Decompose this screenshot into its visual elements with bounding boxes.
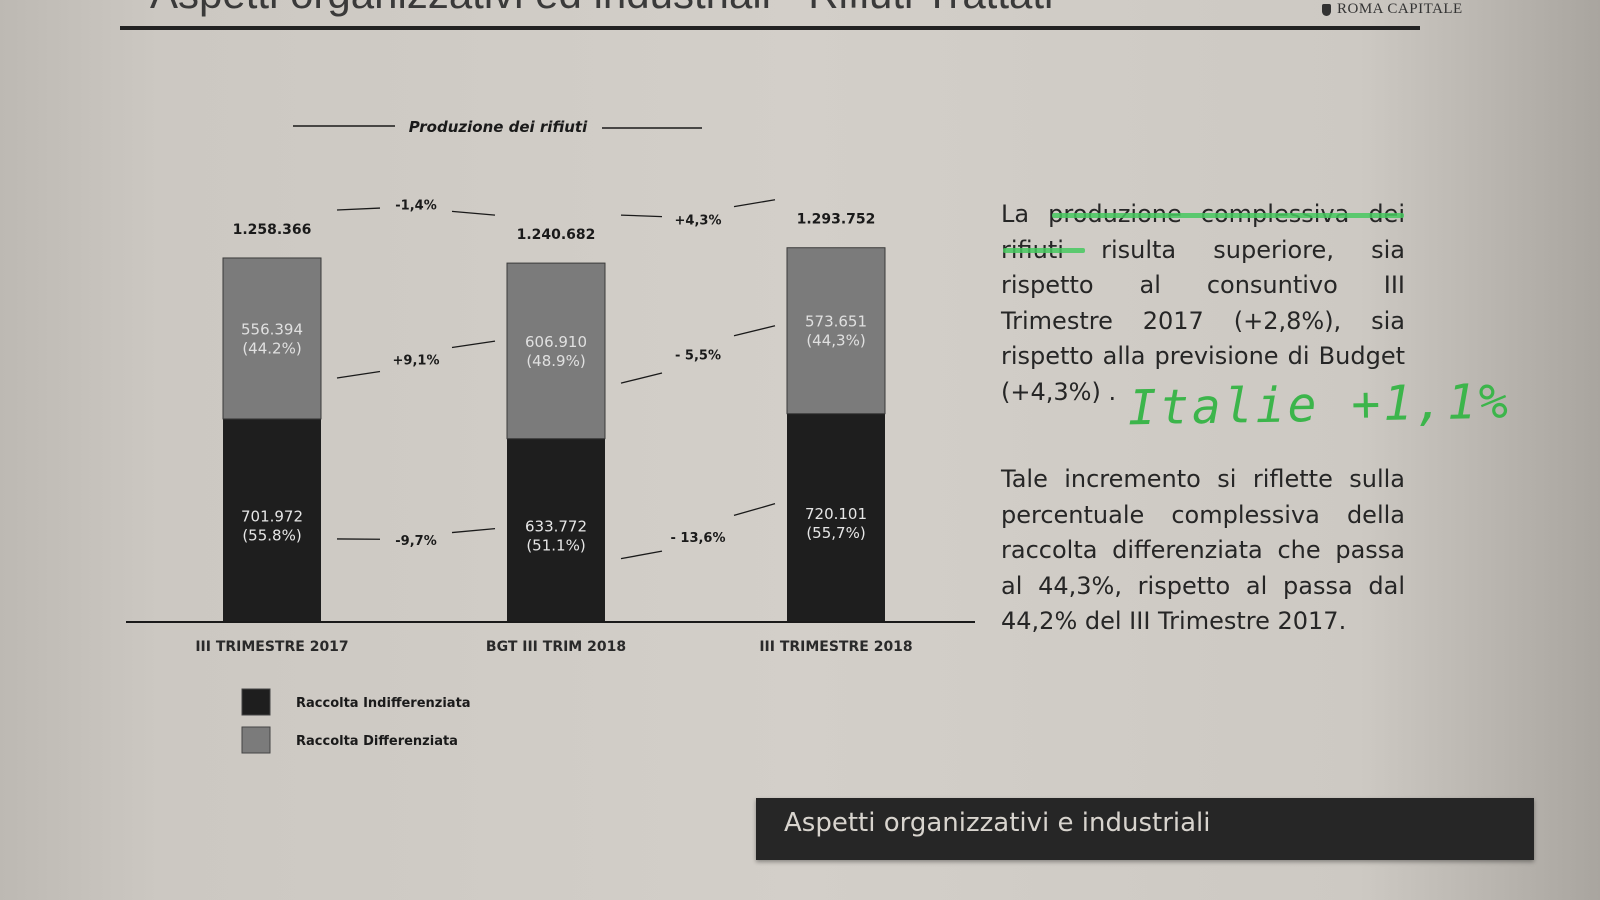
logo-text: ROMA CAPITALE	[1337, 1, 1463, 17]
variation-connector	[733, 503, 776, 517]
bar-indifferenziata	[507, 438, 605, 622]
variation-connector	[336, 370, 381, 379]
variation-connector	[336, 207, 381, 211]
bar-differenziata	[786, 247, 886, 415]
bar-indifferenziata	[787, 413, 885, 622]
variation-connector	[733, 199, 776, 208]
description-paragraph-2: Tale incremento si riflette sulla percen…	[1001, 465, 1405, 635]
variation-connector	[620, 214, 663, 218]
variation-connector	[451, 340, 496, 349]
legend-swatch	[241, 726, 271, 754]
legend-swatch	[241, 688, 271, 716]
data-label-value: 720.101	[805, 505, 867, 523]
data-label-share: (55,7%)	[806, 524, 865, 542]
data-label-value: 633.772	[525, 517, 587, 535]
data-label-share: (55.8%)	[242, 526, 301, 544]
data-label-value: 573.651	[805, 313, 867, 331]
category-label: III TRIMESTRE 2018	[759, 639, 912, 655]
data-label-share: (44,3%)	[806, 332, 865, 350]
highlight-stroke	[1052, 213, 1404, 218]
variation-label-differenziata: - 5,5%	[675, 348, 721, 363]
variation-label-differenziata: +9,1%	[393, 354, 440, 369]
category-label: BGT III TRIM 2018	[486, 639, 626, 655]
chart-title: Produzione dei rifiuti	[409, 118, 588, 136]
data-label-value: 701.972	[241, 507, 303, 525]
data-label-value: 556.394	[241, 320, 303, 338]
data-label-share: (51.1%)	[526, 536, 585, 554]
variation-connector	[620, 550, 663, 560]
category-label: III TRIMESTRE 2017	[195, 639, 348, 655]
total-label: 1.240.682	[517, 227, 596, 243]
header-rule	[120, 26, 1420, 30]
total-label: 1.293.752	[797, 212, 876, 228]
bar-differenziata	[222, 257, 322, 420]
roma-capitale-logo: ROMA CAPITALE	[1322, 1, 1463, 18]
highlight-stroke	[1003, 248, 1085, 253]
bar-differenziata	[506, 262, 606, 440]
data-label-share: (48.9%)	[526, 352, 585, 370]
bar-indifferenziata	[223, 418, 321, 622]
variation-connector	[733, 325, 776, 337]
data-label-value: 606.910	[525, 333, 587, 351]
variation-connector	[451, 528, 496, 534]
total-label: 1.258.366	[233, 222, 312, 238]
variation-connector	[620, 372, 663, 384]
legend-label: Raccolta Differenziata	[296, 734, 458, 749]
data-label-share: (44.2%)	[242, 339, 301, 357]
variation-label-total: -1,4%	[395, 199, 436, 214]
handwritten-note: Italie +1,1%	[1127, 373, 1512, 437]
page-title: Aspetti organizzativi ed industriali - R…	[150, 0, 1053, 18]
variation-label-total: +4,3%	[675, 213, 722, 228]
legend-label: Raccolta Indifferenziata	[296, 696, 471, 711]
variation-label-indifferenziata: - 13,6%	[670, 531, 725, 546]
footer-bar: Aspetti organizzativi e industriali	[756, 798, 1534, 860]
waste-production-chart: Produzione dei rifiuti 556.394(44.2%) 701.…	[126, 118, 975, 754]
variation-connector	[451, 210, 496, 216]
variation-label-indifferenziata: -9,7%	[395, 534, 436, 549]
footer-label: Aspetti organizzativi e industriali	[784, 808, 1211, 838]
crest-icon	[1322, 3, 1331, 16]
